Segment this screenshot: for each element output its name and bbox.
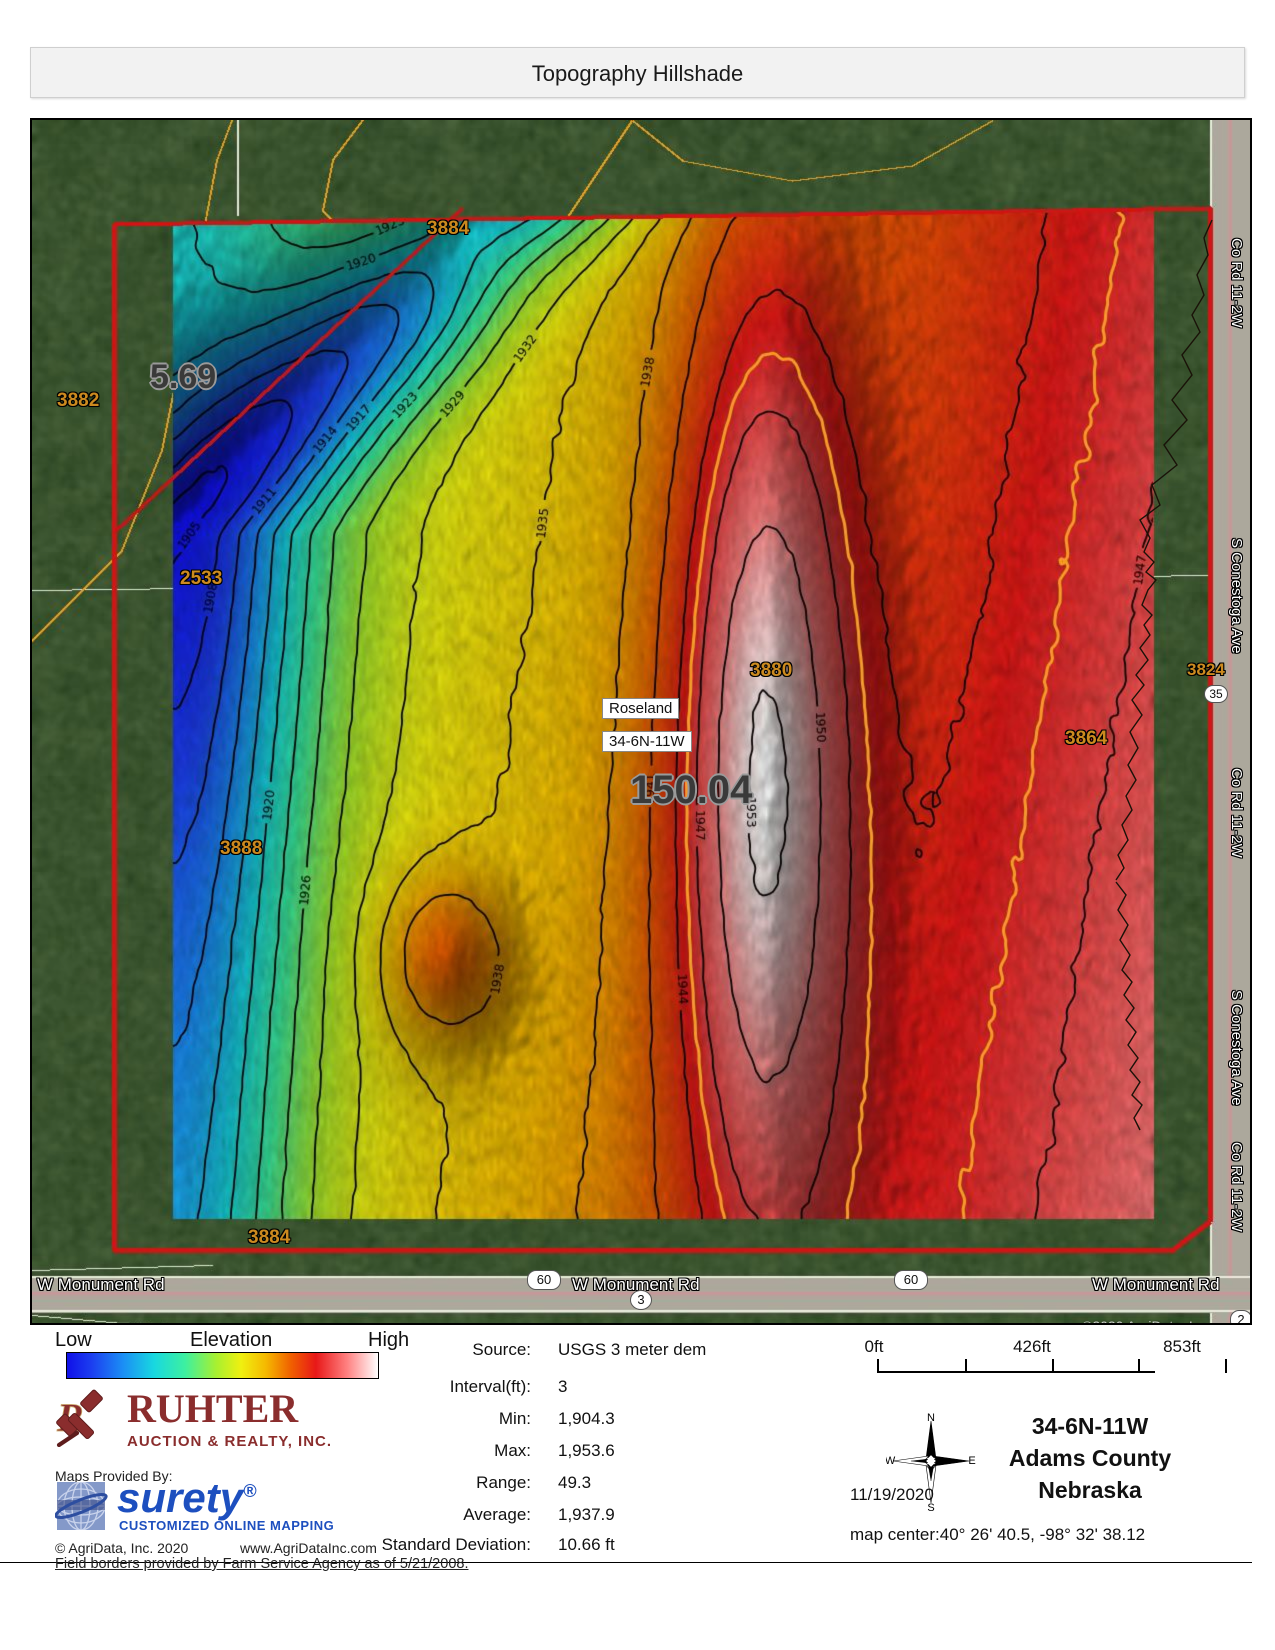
svg-text:N: N: [927, 1412, 935, 1424]
svg-text:W: W: [886, 1455, 896, 1467]
